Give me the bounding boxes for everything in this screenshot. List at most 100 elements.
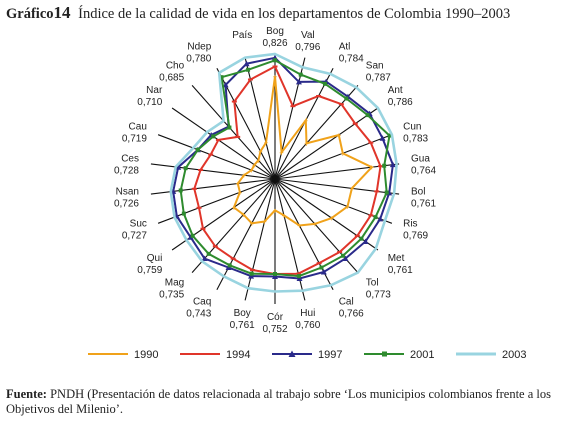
axis-value-Cór: 0,752 <box>262 324 287 335</box>
marker-1997-8 <box>377 215 384 222</box>
marker-1990-25: + <box>264 139 269 148</box>
marker-2001-16 <box>206 251 211 256</box>
marker-1990-0: + <box>273 73 278 82</box>
axis-value-Tol: 0,773 <box>366 290 391 301</box>
axis-value-Caq: 0,743 <box>186 308 211 319</box>
marker-1990-15: + <box>249 219 254 228</box>
axis-label-Qui: Qui <box>147 253 163 264</box>
axis-value-Boy: 0,761 <box>230 320 255 331</box>
marker-1990-13: + <box>273 206 278 215</box>
axis-value-Val: 0,796 <box>295 42 320 53</box>
axis-label-Suc: Suc <box>130 219 147 230</box>
marker-2001-12 <box>296 274 301 279</box>
axis-value-Met: 0,761 <box>388 265 413 276</box>
axis-value-Cau: 0,719 <box>122 133 147 144</box>
axis-value-Cun: 0,783 <box>403 133 428 144</box>
marker-1997-24 <box>222 81 229 88</box>
marker-1997-9 <box>362 238 369 244</box>
axis-spoke-Cho <box>191 85 276 180</box>
marker-2001-24 <box>219 75 224 80</box>
marker-1990-21: + <box>249 166 254 175</box>
legend-label-1990: 1990 <box>134 349 158 361</box>
axis-label-Cau: Cau <box>129 121 147 132</box>
axis-label-Cho: Cho <box>166 61 185 72</box>
axis-label-Ces: Ces <box>121 154 139 165</box>
legend-label-2001: 2001 <box>410 349 434 361</box>
axis-label-País: País <box>232 30 252 41</box>
title-number: 14 <box>53 3 71 22</box>
marker-1997-1 <box>295 78 302 85</box>
marker-1997-12 <box>296 275 303 282</box>
axis-label-Cun: Cun <box>403 121 421 132</box>
marker-2001-0 <box>273 58 277 63</box>
axis-label-Gua: Gua <box>411 154 430 165</box>
marker-1997-17 <box>187 234 194 240</box>
marker-2001-20 <box>183 166 188 171</box>
marker-1990-6: + <box>369 163 374 172</box>
marker-2001-3 <box>344 96 349 101</box>
marker-1990-19: + <box>235 180 240 189</box>
axis-label-Mag: Mag <box>165 278 184 289</box>
axis-label-Bog: Bog <box>266 26 284 37</box>
marker-1990-18: + <box>238 188 243 197</box>
marker-1990-1: + <box>279 148 284 157</box>
axis-value-Atl: 0,784 <box>339 54 364 65</box>
marker-1997-25 <box>243 60 250 67</box>
marker-2001-2 <box>322 81 327 86</box>
axis-spoke-Boy <box>244 178 276 301</box>
title-text: Índice de la calidad de vida en los depa… <box>78 6 511 22</box>
axis-label-Hui: Hui <box>300 308 315 319</box>
marker-2001-9 <box>359 236 364 241</box>
marker-1990-17: + <box>232 203 237 212</box>
axis-label-Nsan: Nsan <box>116 187 139 198</box>
marker-1990-11: + <box>297 222 302 231</box>
axis-value-Hui: 0,760 <box>295 320 320 331</box>
axis-value-Cho: 0,685 <box>159 73 184 84</box>
axis-label-Ndep: Ndep <box>187 42 211 53</box>
axis-label-Val: Val <box>301 30 315 41</box>
axis-value-San: 0,787 <box>366 73 391 84</box>
marker-1997-16 <box>201 255 208 262</box>
marker-2001-7 <box>384 190 389 195</box>
axis-value-Mag: 0,735 <box>159 290 184 301</box>
marker-2001-15 <box>227 263 232 268</box>
axis-spoke-Mag <box>191 178 276 273</box>
axis-spoke-País <box>244 57 276 180</box>
marker-2001-23 <box>227 125 232 130</box>
marker-1997-5 <box>379 135 386 141</box>
marker-1990-16: + <box>241 211 246 220</box>
axis-value-Nar: 0,710 <box>137 97 162 108</box>
axis-value-Ces: 0,728 <box>114 166 139 177</box>
marker-1990-12: + <box>282 211 287 220</box>
axis-spoke-Cau <box>157 134 276 180</box>
axis-value-Bog: 0,826 <box>262 38 287 49</box>
axis-label-Boy: Boy <box>234 308 251 319</box>
axis-value-Suc: 0,727 <box>122 231 147 242</box>
axis-label-Bol: Bol <box>411 187 425 198</box>
marker-1990-14: + <box>262 218 267 227</box>
axis-spoke-Caq <box>216 178 276 290</box>
marker-1990-5: + <box>340 149 345 158</box>
marker-2001-19 <box>178 188 183 193</box>
axis-spoke-Ant <box>274 107 379 180</box>
source-label: Fuente: <box>6 387 47 401</box>
marker-1990-3: + <box>304 139 309 148</box>
marker-2001-13 <box>273 272 277 276</box>
marker-1990-7: + <box>350 184 355 193</box>
source-text: PNDH (Presentación de datos relacionada … <box>6 387 551 416</box>
marker-1997-11 <box>320 268 327 275</box>
radar-chart: +++++++++++++++++++++++ +++Bog0,826Val0,7… <box>88 26 526 361</box>
marker-2001-5 <box>387 133 392 138</box>
axis-value-Qui: 0,759 <box>137 265 162 276</box>
marker-2001-11 <box>319 265 324 270</box>
axis-value-Bol: 0,761 <box>411 199 436 210</box>
axis-label-Cal: Cal <box>339 296 354 307</box>
legend-label-2003: 2003 <box>502 349 526 361</box>
marker-1997-14 <box>248 273 255 279</box>
marker-1997-10 <box>342 255 349 262</box>
marker-1990-23: + <box>256 156 261 165</box>
axis-label-Atl: Atl <box>339 42 351 53</box>
axis-label-Nar: Nar <box>146 85 163 96</box>
axis-label-Ris: Ris <box>403 219 417 230</box>
axis-spoke-Val <box>274 57 306 180</box>
